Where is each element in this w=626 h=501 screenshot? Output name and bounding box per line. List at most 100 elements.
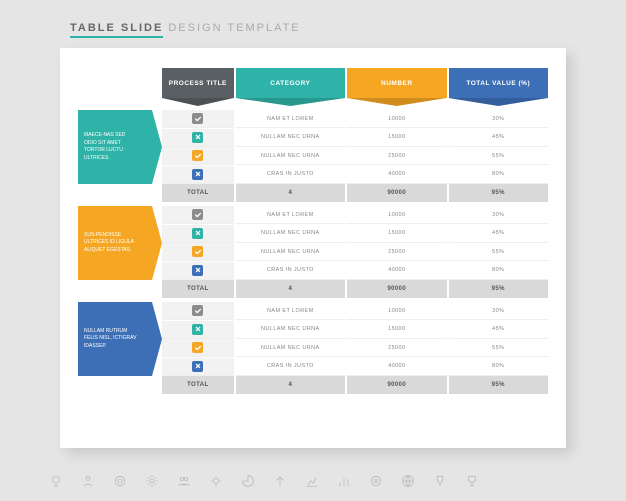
total-cell: 95%	[449, 184, 548, 202]
table-row: NAM ET LOREM1000030%	[162, 110, 548, 128]
slide-card: PROCESS TITLECATEGORYNUMBERTOTAL VALUE (…	[60, 48, 566, 448]
total-cell: 4	[236, 184, 345, 202]
cell-value: 30%	[449, 302, 548, 320]
table-row: NULLAM NEC URNA1500045%	[162, 129, 548, 147]
section-side-label: NULLAM RUTRUM FELIS NISL, ICTIGRAV IDASS…	[78, 302, 152, 376]
table-section: NULLAM RUTRUM FELIS NISL, ICTIGRAV IDASS…	[78, 302, 548, 394]
section-rows: NAM ET LOREM1000030%NULLAM NEC URNA15000…	[162, 302, 548, 394]
cell-number: 15000	[347, 321, 446, 339]
cell-check	[162, 358, 234, 376]
cell-value: 30%	[449, 110, 548, 128]
total-cell: 90000	[347, 376, 446, 394]
check-icon	[192, 342, 203, 353]
total-cell: 95%	[449, 376, 548, 394]
person-icon	[80, 473, 96, 489]
section-side-label: SUS-PENDISSE ULTRICES ID LIGULA ALIQUET …	[78, 206, 152, 280]
title-light: DESIGN TEMPLATE	[168, 22, 300, 34]
cell-number: 25000	[347, 339, 446, 357]
cell-number: 10000	[347, 302, 446, 320]
check-icon	[192, 246, 203, 257]
table-row: CRAS IN JUSTO4000080%	[162, 166, 548, 184]
cell-value: 80%	[449, 262, 548, 280]
bars-icon	[336, 473, 352, 489]
cross-icon	[192, 169, 203, 180]
total-cell: 95%	[449, 280, 548, 298]
check-icon	[192, 305, 203, 316]
globe-icon	[400, 473, 416, 489]
cell-category: NULLAM NEC URNA	[236, 129, 345, 147]
cell-value: 45%	[449, 321, 548, 339]
total-cell: 4	[236, 376, 345, 394]
section-rows: NAM ET LOREM1000030%NULLAM NEC URNA15000…	[162, 206, 548, 298]
cross-icon	[192, 324, 203, 335]
cell-check	[162, 206, 234, 224]
table-row: NULLAM NEC URNA1500045%	[162, 321, 548, 339]
total-row: TOTAL49000095%	[162, 376, 548, 394]
title-strong: TABLE SLIDE	[70, 22, 163, 38]
table-sections: MAECE-NAS SED ODIO SIT AMET TORTOR LUCTU…	[78, 110, 548, 394]
cell-value: 45%	[449, 225, 548, 243]
table-row: NAM ET LOREM1000030%	[162, 206, 548, 224]
table-row: NULLAM NEC URNA1500045%	[162, 225, 548, 243]
page-title: TABLE SLIDE DESIGN TEMPLATE	[70, 22, 301, 34]
trophy-icon	[432, 473, 448, 489]
cell-number: 15000	[347, 225, 446, 243]
cell-value: 45%	[449, 129, 548, 147]
people-icon	[176, 473, 192, 489]
pie-icon	[240, 473, 256, 489]
table-row: NULLAM NEC URNA2500055%	[162, 339, 548, 357]
cell-value: 55%	[449, 243, 548, 261]
total-row: TOTAL49000095%	[162, 184, 548, 202]
cell-category: NULLAM NEC URNA	[236, 225, 345, 243]
cell-category: NULLAM NEC URNA	[236, 321, 345, 339]
cross-icon	[192, 265, 203, 276]
total-cell: 90000	[347, 184, 446, 202]
cell-number: 10000	[347, 110, 446, 128]
footer-icon-bar	[48, 473, 480, 489]
cell-check	[162, 339, 234, 357]
column-header: PROCESS TITLE	[162, 68, 234, 98]
column-header: CATEGORY	[236, 68, 345, 98]
cell-category: NULLAM NEC URNA	[236, 147, 345, 165]
chart-icon	[304, 473, 320, 489]
cell-number: 40000	[347, 166, 446, 184]
table-row: CRAS IN JUSTO4000080%	[162, 262, 548, 280]
cell-number: 10000	[347, 206, 446, 224]
cell-value: 80%	[449, 358, 548, 376]
check-icon	[192, 209, 203, 220]
table-row: CRAS IN JUSTO4000080%	[162, 358, 548, 376]
total-cell: TOTAL	[162, 376, 234, 394]
cell-check	[162, 302, 234, 320]
trophy2-icon	[464, 473, 480, 489]
cell-check	[162, 110, 234, 128]
cross-icon	[192, 361, 203, 372]
total-cell: 4	[236, 280, 345, 298]
target-icon	[368, 473, 384, 489]
cell-value: 80%	[449, 166, 548, 184]
bulb-icon	[48, 473, 64, 489]
gear-icon	[144, 473, 160, 489]
check-icon	[192, 113, 203, 124]
cross-icon	[192, 228, 203, 239]
cell-category: CRAS IN JUSTO	[236, 262, 345, 280]
cell-value: 55%	[449, 147, 548, 165]
table-row: NULLAM NEC URNA2500055%	[162, 147, 548, 165]
cell-check	[162, 129, 234, 147]
table-row: NULLAM NEC URNA2500055%	[162, 243, 548, 261]
header-row: PROCESS TITLECATEGORYNUMBERTOTAL VALUE (…	[162, 68, 548, 98]
column-header: TOTAL VALUE (%)	[449, 68, 548, 98]
total-cell: 90000	[347, 280, 446, 298]
cell-number: 25000	[347, 243, 446, 261]
cell-check	[162, 262, 234, 280]
cell-number: 40000	[347, 262, 446, 280]
cell-check	[162, 243, 234, 261]
table-section: MAECE-NAS SED ODIO SIT AMET TORTOR LUCTU…	[78, 110, 548, 202]
total-row: TOTAL49000095%	[162, 280, 548, 298]
section-rows: NAM ET LOREM1000030%NULLAM NEC URNA15000…	[162, 110, 548, 202]
cell-number: 40000	[347, 358, 446, 376]
cell-number: 25000	[347, 147, 446, 165]
cell-number: 15000	[347, 129, 446, 147]
check-icon	[192, 150, 203, 161]
table-section: SUS-PENDISSE ULTRICES ID LIGULA ALIQUET …	[78, 206, 548, 298]
gear2-icon	[208, 473, 224, 489]
